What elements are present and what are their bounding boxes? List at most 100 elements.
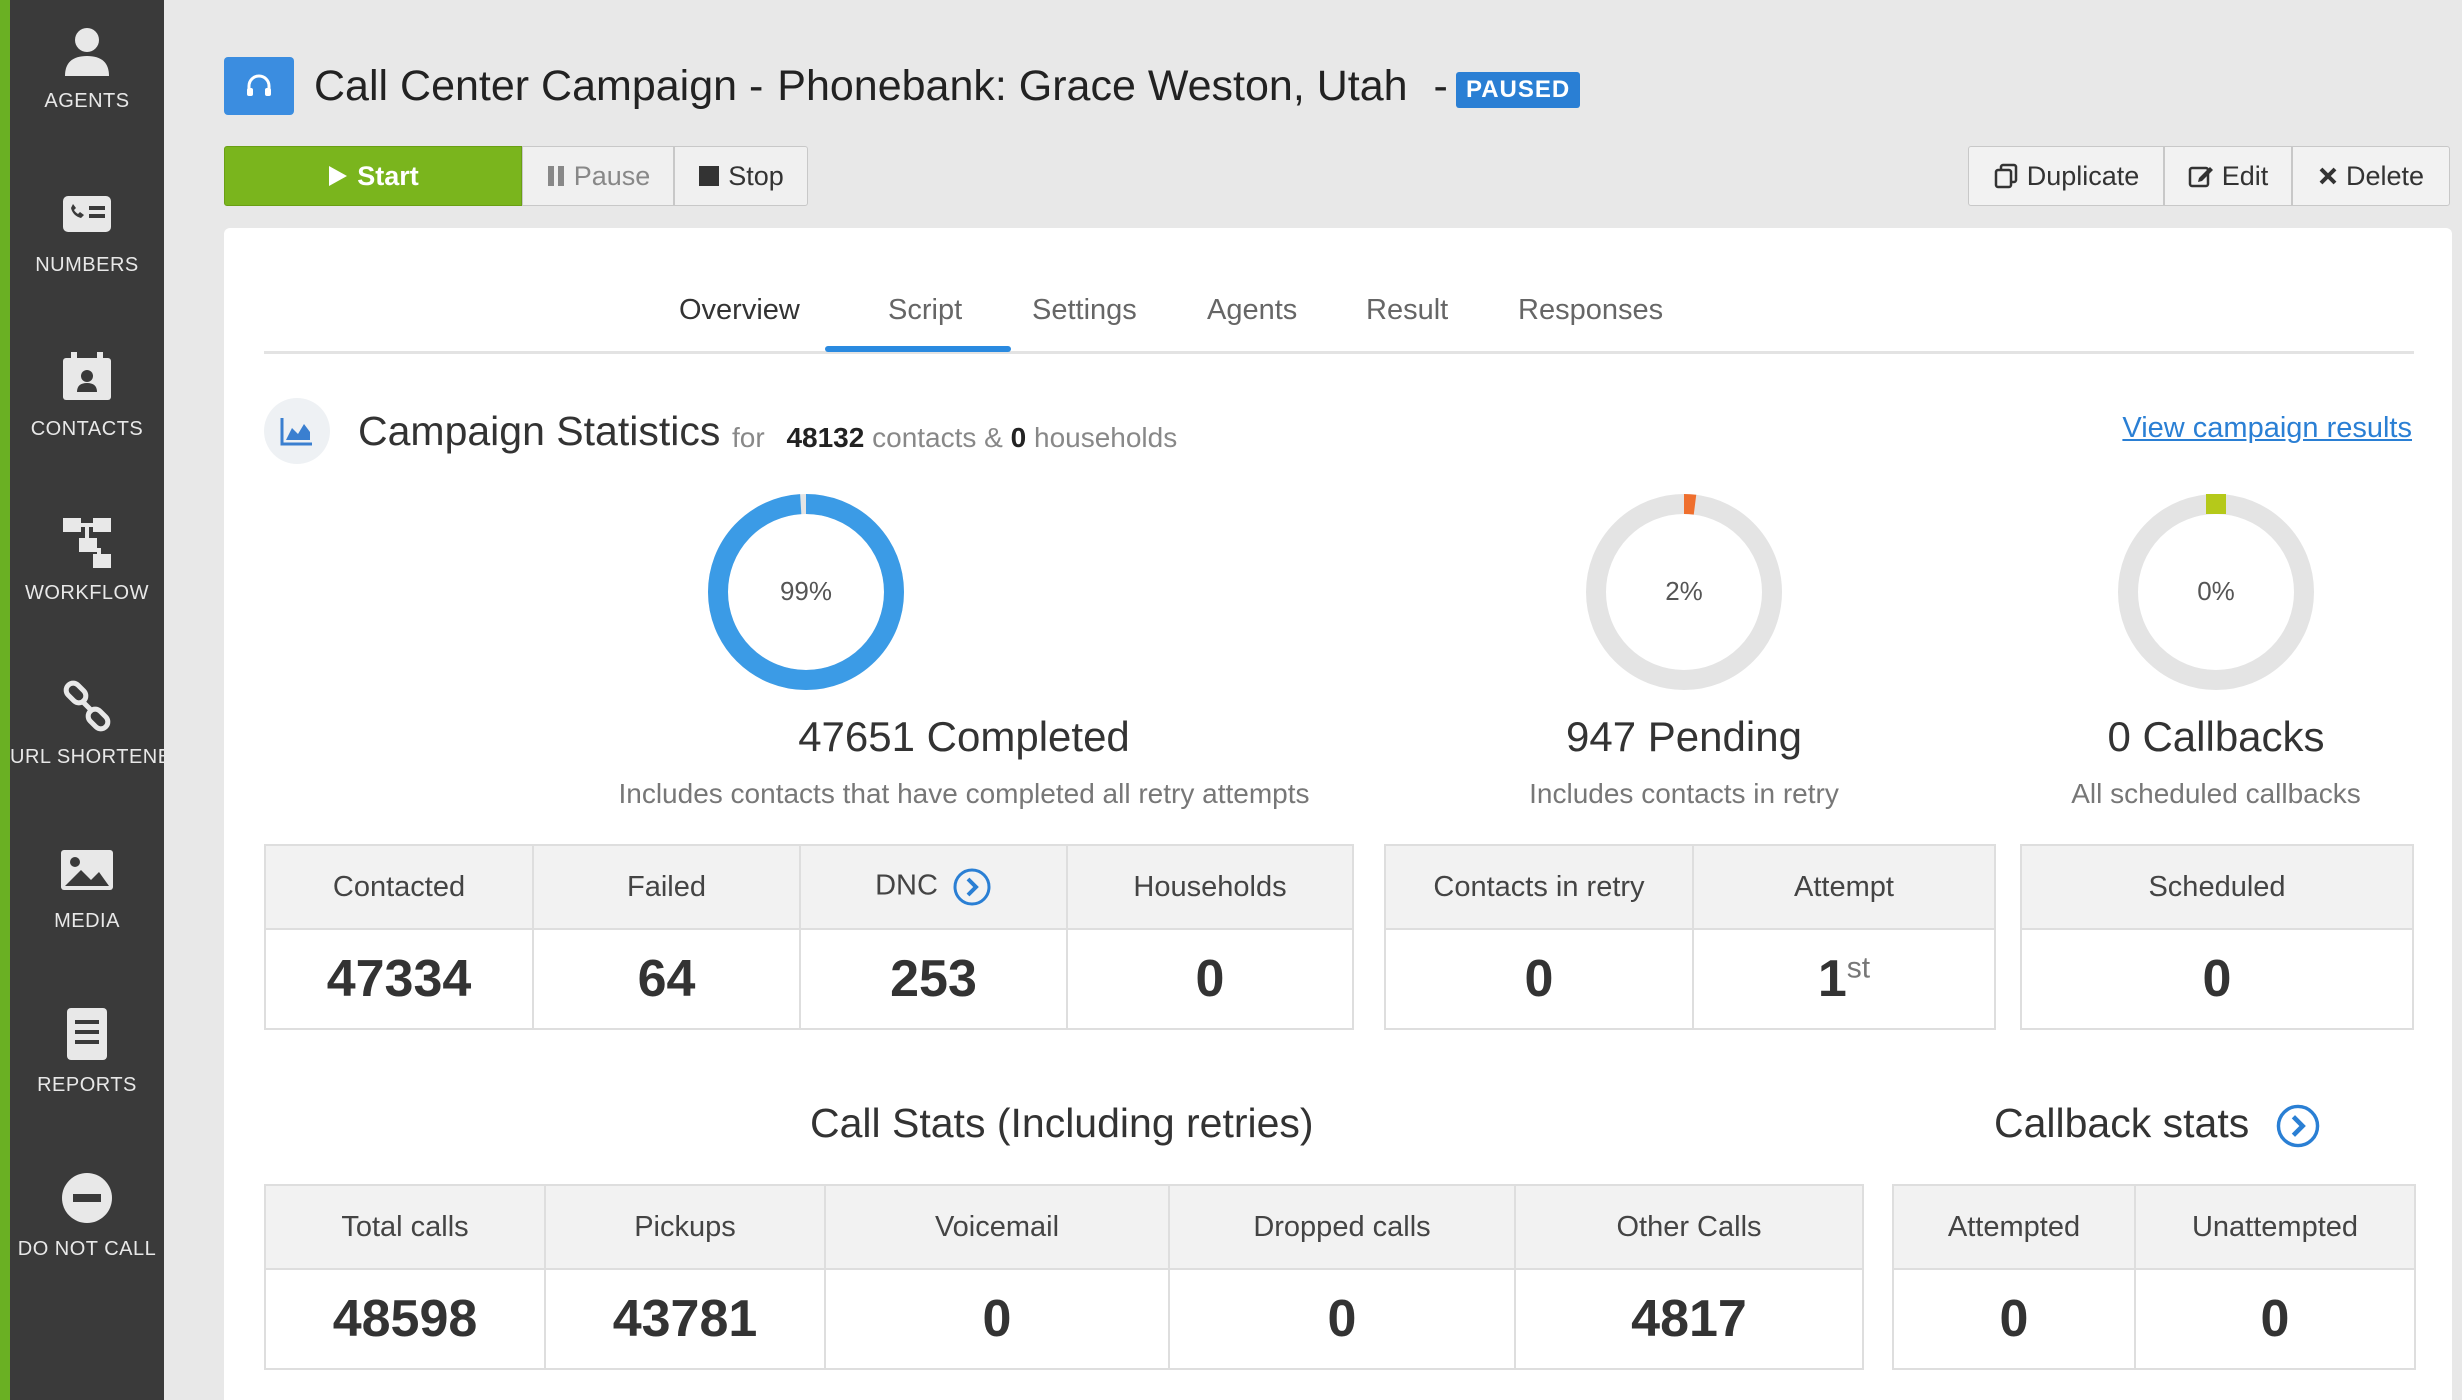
pause-button[interactable]: Pause — [522, 146, 674, 206]
value-dnc: 253 — [799, 928, 1068, 1030]
sidebar-item-reports[interactable]: REPORTS — [10, 1004, 164, 1097]
header-failed: Failed — [532, 844, 801, 930]
sidebar-item-label: AGENTS — [44, 90, 130, 112]
callbacks-desc: All scheduled callbacks — [2071, 778, 2361, 809]
page-title: Call Center Campaign - Phonebank: Grace W… — [314, 62, 1448, 111]
duplicate-label: Duplicate — [2026, 160, 2140, 191]
header-contacts-in-retry: Contacts in retry — [1384, 844, 1694, 930]
pause-icon — [547, 166, 564, 186]
status-badge: PAUSED — [1456, 72, 1581, 108]
workflow-icon — [63, 518, 111, 568]
sidebar-item-label: REPORTS — [37, 1074, 137, 1096]
sidebar-item-do-not-call[interactable]: DO NOT CALL — [10, 1168, 164, 1261]
tab-script[interactable]: Script — [888, 294, 963, 326]
sidebar-item-label: URL SHORTENER — [10, 746, 164, 768]
tab-overview[interactable]: Overview — [679, 294, 800, 326]
contacts-icon — [63, 352, 111, 400]
callbacks-donut: 0% — [2118, 494, 2314, 690]
value-households: 0 — [1066, 928, 1354, 1030]
active-tab-indicator — [825, 346, 1011, 352]
completed-label: Completed — [926, 713, 1130, 760]
stop-label: Stop — [728, 160, 784, 191]
contacts-label: contacts & — [872, 422, 1003, 453]
minus-circle-icon — [62, 1173, 112, 1223]
completed-donut-arc — [708, 494, 904, 690]
pending-breakdown-table: Contacts in retry Attempt 0 1st — [1384, 844, 1996, 1030]
campaign-type-icon — [224, 57, 294, 115]
document-icon — [67, 1008, 107, 1060]
contacts-summary: for 48132 contacts & 0 households — [732, 422, 1177, 454]
pending-percent: 2% — [1665, 576, 1703, 606]
value-attempted: 0 — [1892, 1268, 2136, 1370]
edit-label: Edit — [2221, 160, 2269, 191]
pending-summary: 947 Pending — [1384, 713, 1984, 761]
stop-button[interactable]: Stop — [674, 146, 808, 206]
sidebar-item-agents[interactable]: AGENTS — [10, 20, 164, 113]
value-unattempted: 0 — [2134, 1268, 2416, 1370]
tab-agents[interactable]: Agents — [1207, 294, 1298, 326]
attempt-suffix: st — [1846, 951, 1871, 985]
contacts-count: 48132 — [786, 422, 865, 453]
sidebar-item-media[interactable]: MEDIA — [10, 840, 164, 933]
header-dropped-calls: Dropped calls — [1168, 1184, 1516, 1270]
tab-result[interactable]: Result — [1366, 294, 1449, 326]
play-icon — [329, 166, 348, 186]
campaign-card: Overview Script Settings Agents Result R… — [224, 228, 2452, 1400]
start-label: Start — [357, 160, 419, 191]
edit-button[interactable]: Edit — [2164, 146, 2292, 206]
start-button[interactable]: Start — [224, 146, 522, 206]
link-icon — [63, 680, 111, 732]
sidebar-item-numbers[interactable]: NUMBERS — [10, 184, 164, 277]
callbacks-percent: 0% — [2197, 576, 2235, 606]
campaign-statistics-title: Campaign Statistics — [358, 408, 721, 454]
completed-breakdown-table: Contacted Failed DNC Households 47334 64… — [264, 844, 1354, 1030]
tab-responses[interactable]: Responses — [1518, 294, 1664, 326]
tab-settings[interactable]: Settings — [1032, 294, 1137, 326]
header-attempted: Attempted — [1892, 1184, 2136, 1270]
callback-stats-table: Attempted Unattempted 0 0 — [1892, 1184, 2416, 1370]
call-stats-table: Total calls Pickups Voicemail Dropped ca… — [264, 1184, 1864, 1370]
callback-stats-label: Callback stats — [1994, 1100, 2250, 1146]
value-scheduled: 0 — [2020, 928, 2414, 1030]
value-failed: 64 — [532, 928, 801, 1030]
sidebar-item-label: CONTACTS — [30, 418, 144, 440]
delete-button[interactable]: Delete — [2292, 146, 2450, 206]
value-pickups: 43781 — [544, 1268, 826, 1370]
sidebar-item-label: DO NOT CALL — [17, 1238, 157, 1260]
delete-label: Delete — [2345, 160, 2425, 191]
header-households: Households — [1066, 844, 1354, 930]
header-attempt: Attempt — [1692, 844, 1996, 930]
value-attempt: 1st — [1692, 928, 1996, 1030]
header-dnc: DNC — [799, 844, 1068, 930]
pending-donut-arc — [1586, 494, 1782, 690]
pending-label: Pending — [1647, 713, 1802, 760]
header-total-calls: Total calls — [264, 1184, 546, 1270]
image-icon — [61, 850, 113, 890]
title-separator: - — [1433, 62, 1448, 110]
dnc-details-icon[interactable] — [952, 867, 992, 907]
sidebar-item-url-shortener[interactable]: URL SHORTENER — [10, 676, 164, 769]
completed-summary: 47651 Completed — [464, 713, 1464, 761]
area-chart-icon — [280, 418, 312, 446]
page-title-main: Call Center Campaign - — [314, 62, 764, 110]
callbacks-label: Callbacks — [2142, 713, 2325, 760]
stop-icon — [699, 166, 720, 186]
households-count: 0 — [1010, 422, 1027, 453]
value-contacts-in-retry: 0 — [1384, 928, 1694, 1030]
completed-donut: 99% — [708, 494, 904, 690]
campaign-name: Phonebank: Grace Weston, Utah — [777, 62, 1408, 110]
completed-desc: Includes contacts that have completed al… — [618, 778, 1310, 809]
view-campaign-results-link[interactable]: View campaign results — [2122, 412, 2412, 444]
sidebar-item-contacts[interactable]: CONTACTS — [10, 348, 164, 441]
callback-stats-details-icon[interactable] — [2275, 1103, 2321, 1149]
pending-count: 947 — [1566, 713, 1637, 760]
user-icon — [65, 28, 109, 76]
stats-badge — [264, 398, 330, 464]
sidebar-item-workflow[interactable]: WORKFLOW — [10, 512, 164, 605]
sidebar-item-label: NUMBERS — [35, 254, 139, 276]
callback-stats-title: Callback stats — [1994, 1100, 2321, 1149]
duplicate-button[interactable]: Duplicate — [1968, 146, 2164, 206]
value-contacted: 47334 — [264, 928, 534, 1030]
call-stats-title: Call Stats (Including retries) — [810, 1100, 1314, 1146]
copy-icon — [1994, 163, 2017, 189]
